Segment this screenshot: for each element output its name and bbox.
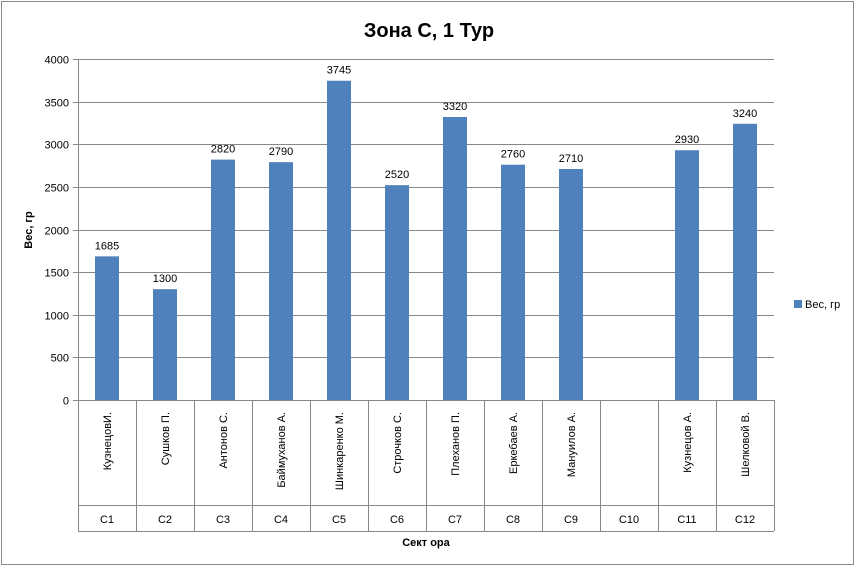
- category-name-label: Кузнецов А.: [682, 412, 694, 473]
- y-tick-label: 0: [63, 396, 69, 408]
- sector-label: C4: [274, 514, 288, 526]
- y-axis-title: Вес, гр: [23, 211, 35, 249]
- sector-label: C6: [390, 514, 404, 526]
- sector-label: C11: [677, 514, 696, 526]
- data-label: 3240: [733, 108, 757, 120]
- bar: [327, 80, 351, 401]
- sector-label: C12: [735, 514, 755, 526]
- data-label: 2820: [211, 144, 235, 156]
- data-label: 1300: [153, 273, 177, 285]
- bar: [153, 289, 177, 400]
- bar: [559, 168, 583, 400]
- sector-label: C3: [216, 514, 230, 526]
- category-name-label: Еркебаев А.: [508, 412, 520, 474]
- data-label: 3320: [443, 101, 467, 113]
- category-name-label: Баймуханов А.: [276, 412, 288, 488]
- data-label: 1685: [95, 240, 119, 252]
- y-tick-label: 2000: [45, 226, 69, 238]
- legend-swatch: [794, 300, 802, 308]
- legend-label: Вес, гр: [805, 299, 840, 311]
- x-axis-title: Сект ора: [402, 537, 450, 549]
- category-name-label: Строчков С.: [392, 412, 404, 474]
- y-tick-label: 1000: [45, 311, 69, 323]
- gridlines: [73, 59, 774, 401]
- data-label: 2930: [675, 134, 699, 146]
- sector-label: C9: [564, 514, 578, 526]
- bar: [269, 162, 293, 400]
- y-tick-label: 500: [51, 353, 69, 365]
- category-name-label: Антонов С.: [218, 412, 230, 469]
- data-label: 2760: [501, 149, 525, 161]
- bar: [95, 256, 119, 400]
- bars: [95, 80, 757, 401]
- bar: [443, 116, 467, 400]
- sector-label: C5: [332, 514, 346, 526]
- category-grid: [78, 400, 775, 532]
- category-name-label: Плеханов П.: [450, 412, 462, 476]
- bar: [733, 123, 757, 400]
- category-name-label: Сушков П.: [160, 412, 172, 465]
- bar: [675, 150, 699, 400]
- y-tick-label: 4000: [45, 55, 69, 67]
- sector-label: C7: [448, 514, 462, 526]
- data-label: 2710: [559, 153, 583, 165]
- y-axis-ticks: 0 500 1000 1500 2000 2500 3000 3500 4000: [45, 55, 69, 408]
- sector-label: C2: [158, 514, 172, 526]
- y-tick-label: 1500: [45, 268, 69, 280]
- data-label: 3745: [327, 65, 351, 77]
- data-labels: 1685 1300 2820 2790 3745 2520 3320 2760 2710 2930…: [95, 65, 757, 285]
- category-name-label: Мануилов А.: [566, 412, 578, 477]
- bar: [501, 164, 525, 400]
- legend: Вес, гр: [794, 299, 840, 311]
- data-label: 2520: [385, 169, 409, 181]
- data-label: 2790: [269, 146, 293, 158]
- category-labels: КузнецовИ. C1 Сушков П. C2 Антонов С. C3 Байму…: [100, 412, 755, 526]
- sector-label: C8: [506, 514, 520, 526]
- y-tick-label: 2500: [45, 183, 69, 195]
- bar: [385, 185, 409, 400]
- sector-label: C10: [619, 514, 639, 526]
- category-name-label: Шинкаренко М.: [334, 412, 346, 490]
- category-name-label: Шелковой В.: [740, 412, 752, 477]
- chart-title: Зона С, 1 Тур: [364, 20, 494, 42]
- y-tick-label: 3000: [45, 140, 69, 152]
- y-tick-label: 3500: [45, 98, 69, 110]
- category-name-label: КузнецовИ.: [102, 412, 114, 470]
- sector-label: C1: [100, 514, 114, 526]
- bar: [211, 159, 235, 400]
